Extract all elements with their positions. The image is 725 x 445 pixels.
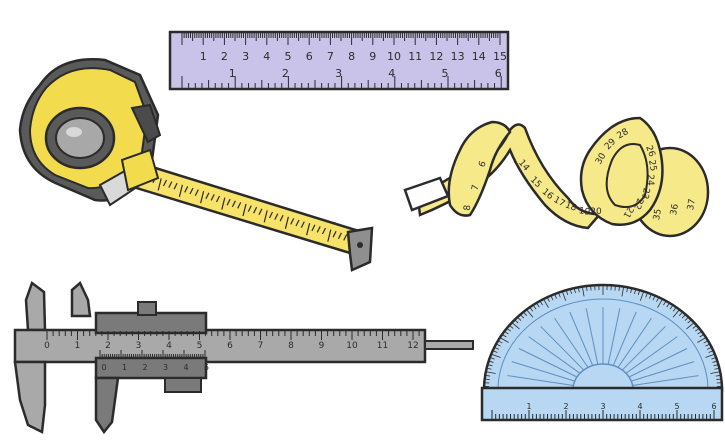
ruler-cm-labels: 1 2 3 4 5 6 7 8 9 10 11 12 13 14 15 [200, 50, 507, 63]
ruler-inch-label: 6 [495, 67, 502, 80]
caliper-scale-label: 10 [346, 341, 358, 351]
ruler-inch-label: 3 [335, 67, 342, 80]
protractor-scale-label: 5 [674, 402, 679, 411]
ruler-cm-label: 15 [493, 50, 507, 63]
sewing-tape-number: 35 [652, 208, 664, 221]
protractor: 1 2 3 4 5 6 [480, 283, 724, 422]
ruler-cm-label: 2 [221, 50, 228, 63]
sewing-tape-number: 22 [631, 197, 644, 211]
caliper-scale-label: 1 [75, 341, 81, 351]
sewing-tape-number: 18 [564, 200, 578, 213]
ruler-cm-label: 5 [285, 50, 292, 63]
caliper-scale-label: 3 [136, 341, 142, 351]
caliper-vernier-labels: 0 1 2 3 4 5 [101, 363, 209, 372]
caliper-scale-label: 9 [319, 341, 325, 351]
caliper-vernier-label: 2 [142, 363, 147, 372]
sewing-tape-number: 7 [471, 184, 482, 191]
caliper-scale-label: 8 [288, 341, 294, 351]
caliper-scale-label: 7 [258, 341, 264, 351]
sewing-tape-roll [579, 116, 710, 238]
ruler-inch-ticks [181, 76, 502, 88]
ruler-inch-label: 2 [282, 67, 289, 80]
protractor-scale-label: 4 [637, 402, 642, 411]
caliper-scale-label: 5 [197, 341, 203, 351]
tape-blade [117, 160, 374, 272]
ruler-cm-label: 3 [242, 50, 249, 63]
sewing-tape-number: 20 [590, 207, 602, 217]
caliper-vernier-label: 5 [204, 363, 209, 372]
ruler-cm-label: 4 [263, 50, 270, 63]
ruler-inch-label: 1 [229, 67, 236, 80]
caliper-vernier-label: 0 [101, 363, 106, 372]
protractor-scale-labels: 1 2 3 4 5 6 [526, 402, 716, 411]
caliper-scale-label: 0 [44, 341, 50, 351]
protractor-scale-label: 6 [711, 402, 716, 411]
tape-measure [18, 58, 374, 272]
caliper-scale-label: 6 [227, 341, 233, 351]
ruler-cm-label: 12 [429, 50, 443, 63]
protractor-scale-label: 2 [563, 402, 568, 411]
sewing-tape-number: 21 [621, 205, 635, 220]
sewing-tape-number: 24 [645, 174, 655, 186]
ruler-cm-label: 14 [472, 50, 486, 63]
caliper-scale-label: 2 [105, 341, 111, 351]
tape-hook [346, 226, 374, 272]
sewing-tape-number: 17 [552, 195, 567, 209]
caliper-scale-label: 12 [407, 341, 418, 351]
protractor-scale-label: 1 [526, 402, 531, 411]
ruler-cm-label: 1 [200, 50, 207, 63]
tape-case [18, 58, 162, 207]
ruler-cm-label: 6 [306, 50, 313, 63]
caliper-vernier-label: 4 [183, 363, 188, 372]
sewing-tape-number: 26 [643, 144, 656, 158]
ruler-cm-ticks [181, 33, 501, 45]
sewing-tape-number: 37 [686, 198, 698, 211]
ruler-body [168, 30, 510, 91]
caliper-scale-label: 11 [377, 341, 388, 351]
caliper-vernier-label: 3 [163, 363, 168, 372]
ruler-inch-label: 4 [388, 67, 395, 80]
protractor-scale-label: 3 [600, 402, 605, 411]
sewing-tape-number: 8 [463, 204, 473, 211]
caliper-scale-label: 4 [166, 341, 172, 351]
ruler-cm-label: 8 [348, 50, 355, 63]
caliper-scale-labels: 0 1 2 3 4 5 6 7 8 9 10 11 12 [44, 341, 419, 351]
ruler-cm-label: 7 [327, 50, 334, 63]
sewing-tape-number: 6 [477, 160, 488, 169]
sewing-tape-number: 36 [669, 203, 681, 216]
sewing-tape-number: 19 [578, 206, 591, 218]
ruler-inch-labels: 1 2 3 4 5 6 [229, 67, 502, 80]
ruler-cm-label: 10 [387, 50, 401, 63]
ruler-cm-label: 11 [408, 50, 422, 63]
sewing-tape-number: 23 [639, 187, 651, 200]
sewing-tape-number: 25 [646, 159, 658, 172]
caliper-vernier-label: 1 [122, 363, 127, 372]
ruler-cm-label: 9 [369, 50, 376, 63]
ruler-cm-label: 13 [451, 50, 465, 63]
ruler-inch-label: 5 [442, 67, 449, 80]
caliper-slider [94, 301, 208, 435]
